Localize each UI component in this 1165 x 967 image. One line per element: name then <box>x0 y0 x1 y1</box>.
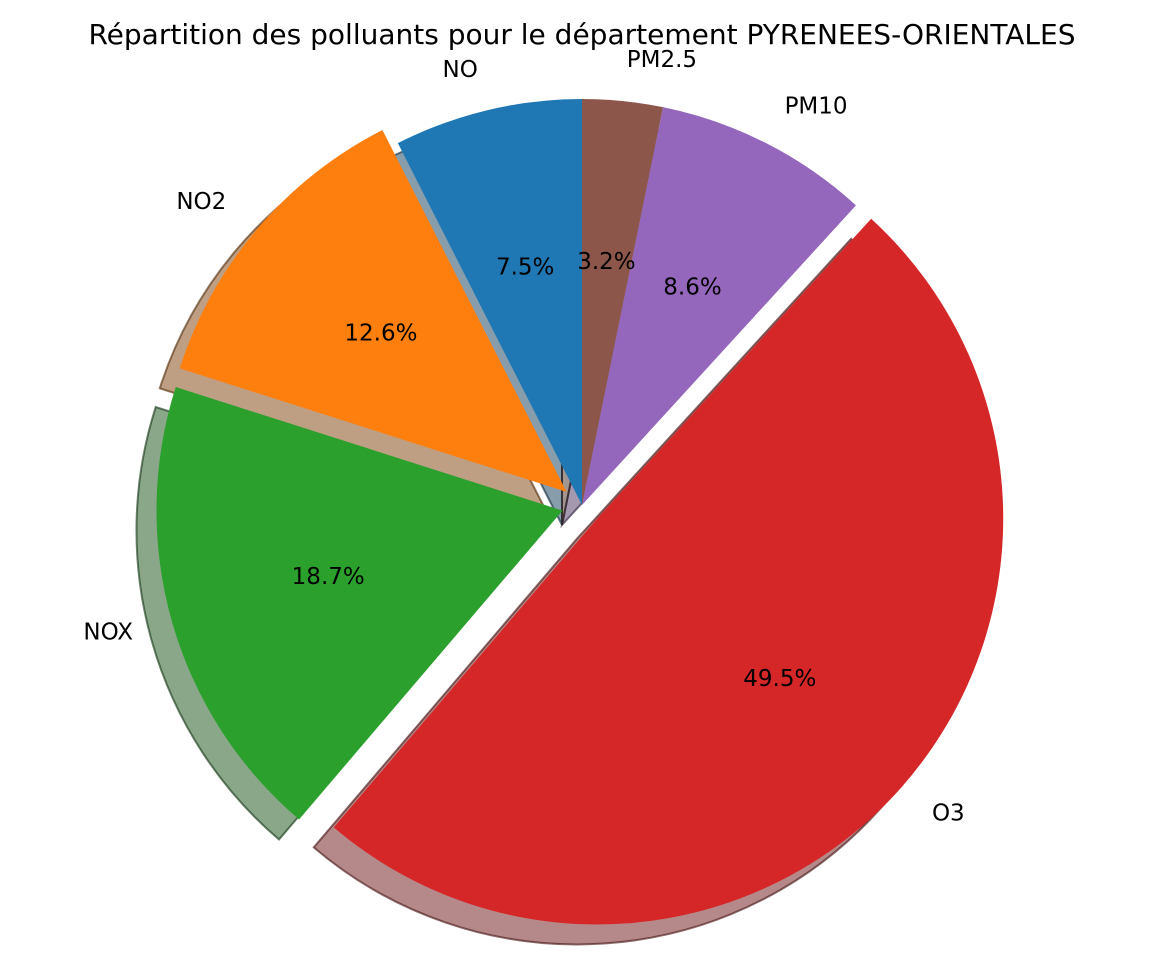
slice-no2 <box>179 130 567 492</box>
slice-label-o3: O3 <box>932 801 965 827</box>
slice-percent-labels: 7.5% 12.6% 18.7% 49.5% 8.6% 3.2% <box>292 249 817 692</box>
slice-percent-no: 7.5% <box>496 255 554 281</box>
slice-percent-o3: 49.5% <box>743 666 816 692</box>
slice-label-nox: NOX <box>83 620 133 646</box>
pie-slices <box>156 99 1004 925</box>
slice-pm2-5 <box>582 99 664 505</box>
slice-label-pm2-5: PM2.5 <box>627 47 697 73</box>
slice-label-no: NO <box>443 57 478 83</box>
slice-label-no2: NO2 <box>176 189 226 215</box>
chart-title: Répartition des polluants pour le départ… <box>88 18 1075 51</box>
slice-percent-pm10: 8.6% <box>663 274 721 300</box>
slice-no <box>397 99 582 505</box>
slice-percent-nox: 18.7% <box>292 564 365 590</box>
slice-percent-no2: 12.6% <box>344 321 417 347</box>
slice-labels: NO NO2 NOX O3 PM10 PM2.5 <box>83 47 964 826</box>
slice-pm10 <box>582 107 856 505</box>
slice-percent-pm2-5: 3.2% <box>577 249 635 275</box>
slice-o3 <box>333 218 1004 925</box>
slice-label-pm10: PM10 <box>785 93 848 119</box>
slice-nox <box>156 387 563 820</box>
